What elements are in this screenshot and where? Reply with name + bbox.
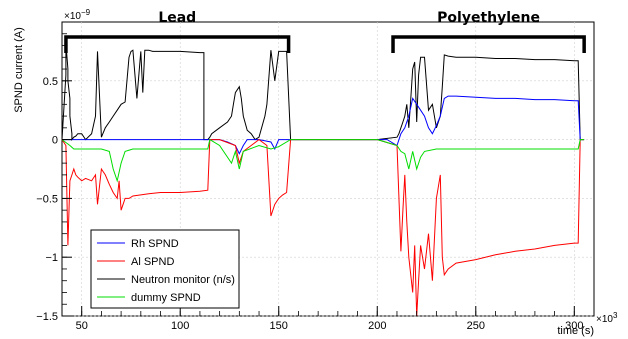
legend-entry: Al SPND bbox=[131, 256, 174, 268]
region-label: Polyethylene bbox=[437, 10, 540, 26]
x-tick-label: 250 bbox=[467, 320, 485, 332]
x-tick-label: 300 bbox=[565, 320, 583, 332]
x-tick-label: 200 bbox=[368, 320, 386, 332]
y-tick-label: −1.5 bbox=[36, 311, 58, 323]
region-label: Lead bbox=[158, 10, 196, 26]
series-line bbox=[61, 138, 585, 317]
x-tick-label: 50 bbox=[76, 320, 88, 332]
legend: Rh SPND Al SPND Neutron monitor (n/s) dummy… bbox=[90, 229, 240, 309]
series-layer bbox=[61, 43, 585, 317]
y-exponent-label: ×10−9 bbox=[64, 8, 91, 22]
legend-entry: Rh SPND bbox=[131, 238, 179, 250]
y-axis-title: SPND current (A) bbox=[13, 27, 25, 113]
series-line bbox=[62, 95, 585, 155]
y-tick-label: −1 bbox=[45, 252, 58, 264]
x-tick-label: 100 bbox=[171, 320, 189, 332]
y-tick-label: −0.5 bbox=[36, 193, 58, 205]
x-tick-label: 150 bbox=[270, 320, 288, 332]
y-tick-label: 0.5 bbox=[43, 76, 58, 88]
legend-entry: Neutron monitor (n/s) bbox=[131, 274, 235, 286]
y-tick-label: 0 bbox=[52, 135, 58, 147]
legend-entry: dummy SPND bbox=[131, 292, 201, 304]
regions: Lead Polyethylene bbox=[64, 10, 586, 53]
x-axis-title: time (s) bbox=[557, 325, 594, 337]
series-line bbox=[61, 138, 585, 183]
region-bracket bbox=[64, 35, 291, 53]
series-line bbox=[61, 43, 585, 142]
x-exponent-label: ×103 bbox=[596, 311, 618, 325]
region-bracket bbox=[391, 35, 586, 53]
ticks: −1.5 −1 −0.5 0 0.5 50 100 150 200 250 300 bbox=[36, 21, 595, 332]
